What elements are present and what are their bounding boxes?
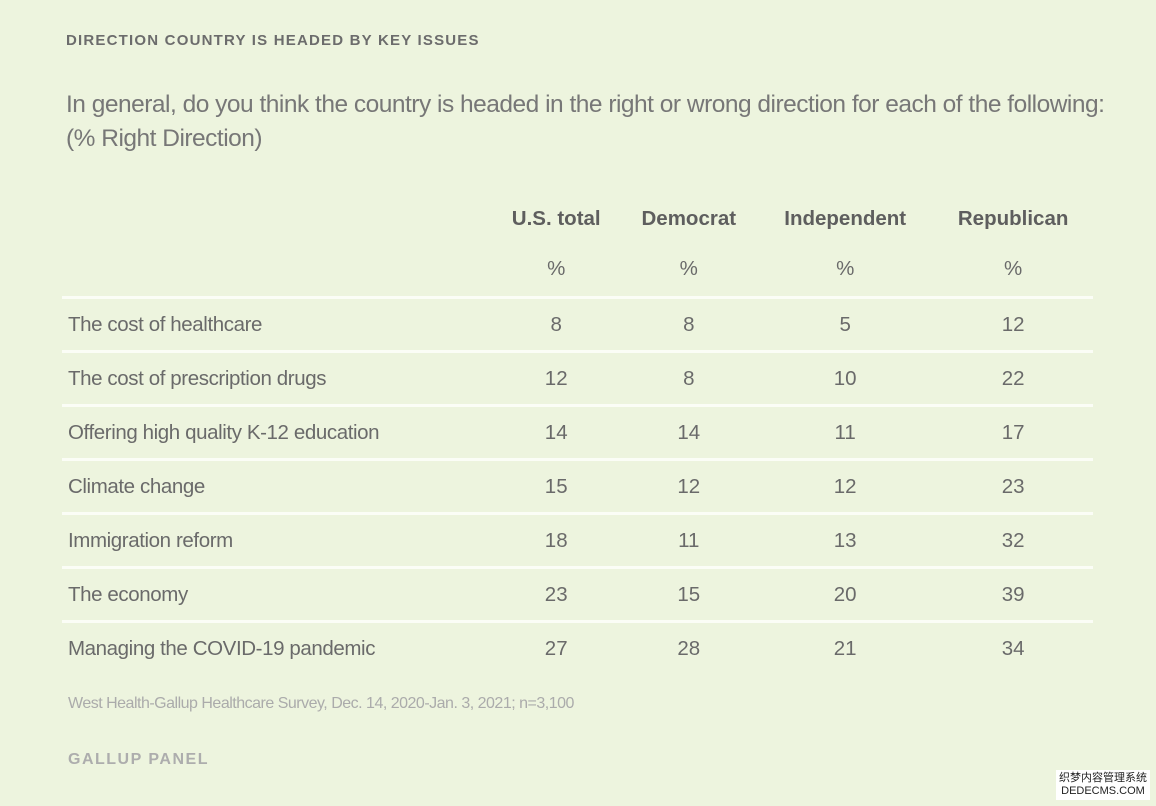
row-label: Immigration reform [68, 528, 233, 552]
cell-value: 14 [544, 420, 568, 444]
cell-value: 27 [544, 636, 568, 660]
cell-value: 11 [678, 528, 700, 552]
table-row: The cost of healthcare 8 8 5 12 [62, 297, 1093, 352]
row-label: The cost of prescription drugs [68, 366, 327, 390]
cell-value: 22 [1001, 366, 1025, 390]
cell-value: 15 [544, 474, 568, 498]
table-row: The economy 23 15 20 39 [62, 567, 1093, 622]
cell-value: 13 [833, 528, 857, 552]
cell-value: 14 [677, 420, 701, 444]
row-label: The economy [68, 582, 188, 606]
cell-value: 8 [683, 366, 695, 390]
watermark-line: DEDECMS.COM [1061, 785, 1145, 797]
table-row: Immigration reform 18 11 13 32 [62, 513, 1093, 568]
results-table: U.S. total Democrat Independent Republic… [62, 196, 1093, 674]
unit-row: % % % % [62, 242, 1093, 298]
column-header: Democrat [641, 207, 737, 230]
cell-value: 8 [683, 312, 695, 336]
column-header-row: U.S. total Democrat Independent Republic… [62, 196, 1093, 242]
watermark-line: 织梦内容管理系统 [1059, 772, 1147, 784]
chart-title: DIRECTION COUNTRY IS HEADED BY KEY ISSUE… [66, 32, 480, 49]
table-row: Managing the COVID-19 pandemic 27 28 21 34 [62, 621, 1093, 675]
cell-value: 34 [1001, 636, 1025, 660]
column-header: U.S. total [511, 207, 601, 230]
label-column-header [62, 196, 492, 242]
unit-label: % [836, 257, 855, 280]
cell-value: 15 [677, 582, 701, 606]
row-label: Climate change [68, 474, 205, 498]
cell-value: 12 [833, 474, 857, 498]
cell-value: 17 [1001, 420, 1025, 444]
row-label: Offering high quality K-12 education [68, 420, 380, 444]
cell-value: 32 [1001, 528, 1025, 552]
table-row: Climate change 15 12 12 23 [62, 459, 1093, 514]
footnote: West Health-Gallup Healthcare Survey, De… [68, 695, 574, 712]
source-label: GALLUP PANEL [68, 751, 209, 768]
cell-value: 12 [544, 366, 568, 390]
column-header: Independent [784, 207, 907, 230]
column-header: Republican [957, 207, 1069, 230]
cell-value: 20 [833, 582, 857, 606]
row-label: Managing the COVID-19 pandemic [68, 636, 376, 660]
unit-label: % [679, 257, 698, 280]
cell-value: 11 [834, 420, 856, 444]
table-row: Offering high quality K-12 education 14 14… [62, 405, 1093, 460]
table-row: The cost of prescription drugs 12 8 10 22 [62, 351, 1093, 406]
unit-label: % [547, 257, 566, 280]
cell-value: 12 [1001, 312, 1025, 336]
cell-value: 39 [1001, 582, 1025, 606]
cell-value: 10 [833, 366, 857, 390]
survey-question: In general, do you think the country is … [66, 91, 1105, 152]
cell-value: 8 [550, 312, 562, 336]
cell-value: 18 [544, 528, 568, 552]
watermark: 织梦内容管理系统 DEDECMS.COM [1056, 770, 1150, 800]
row-label: The cost of healthcare [68, 312, 263, 336]
cell-value: 28 [677, 636, 701, 660]
cell-value: 21 [833, 636, 857, 660]
cell-value: 23 [1001, 474, 1025, 498]
cell-value: 12 [677, 474, 701, 498]
cell-value: 5 [839, 312, 851, 336]
cell-value: 23 [544, 582, 568, 606]
unit-label: % [1004, 257, 1023, 280]
